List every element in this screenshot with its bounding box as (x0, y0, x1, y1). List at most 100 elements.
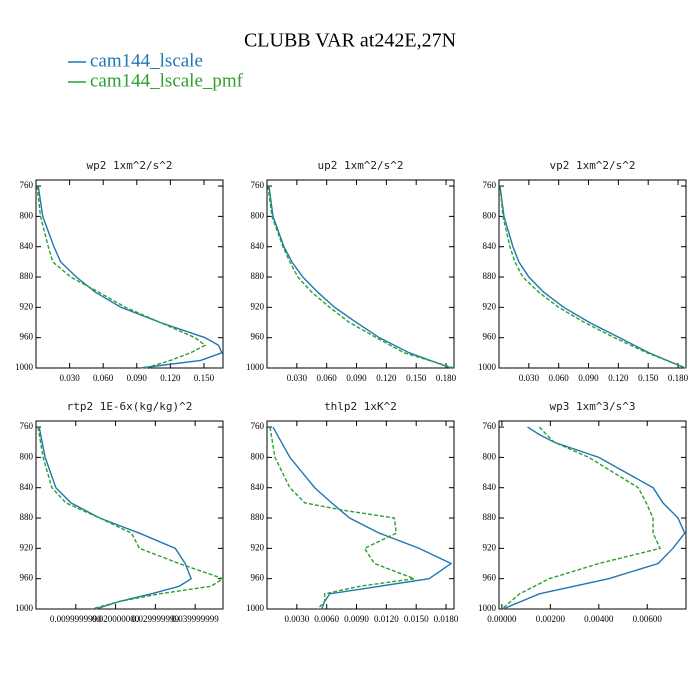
figure-title: CLUBB VAR at242E,27N (244, 30, 456, 52)
y-tick-label: 800 (20, 210, 34, 220)
y-tick-label: 960 (483, 332, 497, 342)
y-tick-label: 1000 (15, 362, 34, 372)
series-line (499, 185, 687, 369)
y-tick-label: 800 (251, 451, 265, 461)
x-tick-label: 0.060 (549, 373, 570, 383)
y-tick-label: 800 (483, 451, 497, 461)
y-tick-label: 760 (251, 421, 265, 431)
plot-frame (266, 179, 455, 369)
x-tick-label: 0.020000000 (92, 614, 140, 624)
y-tick-label: 880 (20, 512, 34, 522)
plot-frame (35, 420, 224, 610)
x-tick-label: 0.120 (608, 373, 629, 383)
x-tick-label: 0.150 (194, 373, 215, 383)
plot-frame (35, 179, 224, 369)
y-tick-label: 1000 (478, 362, 497, 372)
x-tick-label: 0.00400 (584, 614, 614, 624)
y-tick-label: 840 (483, 482, 497, 492)
plot-frame (498, 179, 687, 369)
y-tick-label: 800 (483, 210, 497, 220)
y-tick-label: 760 (251, 180, 265, 190)
y-tick-label: 1000 (246, 362, 265, 372)
legend-label: cam144_lscale_pmf (90, 70, 244, 91)
y-tick-label: 960 (251, 332, 265, 342)
series-line (37, 185, 223, 369)
y-tick-label: 800 (251, 210, 265, 220)
y-tick-label: 920 (20, 542, 34, 552)
y-tick-label: 840 (20, 241, 34, 251)
x-tick-label: 0.090 (127, 373, 148, 383)
x-tick-label: 0.090 (578, 373, 599, 383)
x-tick-label: 0.039999999 (172, 614, 220, 624)
y-tick-label: 960 (20, 332, 34, 342)
x-tick-label: 0.0090 (344, 614, 369, 624)
series-line (269, 426, 415, 610)
x-tick-label: 0.060 (93, 373, 114, 383)
panel-title: vp2 1xm^2/s^2 (549, 159, 635, 172)
x-tick-label: 0.0120 (374, 614, 399, 624)
series-line (268, 185, 452, 369)
panel-title: wp2 1xm^2/s^2 (86, 159, 172, 172)
x-tick-label: 0.030 (519, 373, 540, 383)
series-line (38, 426, 193, 610)
x-tick-label: 0.029999999 (132, 614, 180, 624)
y-tick-label: 1000 (246, 603, 265, 613)
plot-frame (266, 420, 455, 610)
x-tick-label: 0.150 (406, 373, 427, 383)
y-tick-label: 960 (20, 573, 34, 583)
y-tick-label: 840 (20, 482, 34, 492)
y-tick-label: 920 (483, 301, 497, 311)
y-tick-label: 880 (483, 271, 497, 281)
y-tick-label: 880 (251, 271, 265, 281)
series-line (501, 426, 662, 610)
y-tick-label: 920 (20, 301, 34, 311)
y-tick-label: 920 (251, 542, 265, 552)
x-tick-label: 0.030 (59, 373, 80, 383)
y-tick-label: 760 (483, 180, 497, 190)
y-tick-label: 920 (251, 301, 265, 311)
y-tick-label: 880 (20, 271, 34, 281)
x-tick-label: 0.150 (638, 373, 659, 383)
series-line (36, 185, 207, 369)
x-tick-label: 0.0150 (404, 614, 429, 624)
y-tick-label: 880 (251, 512, 265, 522)
panel-title: rtp2 1E-6x(kg/kg)^2 (67, 400, 193, 413)
panel-title: up2 1xm^2/s^2 (317, 159, 403, 172)
series-line (499, 185, 686, 369)
series-line (502, 426, 686, 610)
x-tick-label: 0.060 (317, 373, 338, 383)
series-line (272, 426, 453, 610)
y-tick-label: 960 (251, 573, 265, 583)
x-tick-label: 0.0180 (434, 614, 459, 624)
plot-frame (498, 420, 687, 610)
panel-title: thlp2 1xK^2 (324, 400, 397, 413)
y-tick-label: 760 (20, 180, 34, 190)
legend-label: cam144_lscale (90, 50, 203, 71)
y-tick-label: 800 (20, 451, 34, 461)
x-tick-label: 0.120 (376, 373, 397, 383)
y-tick-label: 920 (483, 542, 497, 552)
panel-title: wp3 1xm^3/s^3 (549, 400, 635, 413)
y-tick-label: 1000 (15, 603, 34, 613)
x-tick-label: 0.120 (160, 373, 181, 383)
x-tick-label: 0.0099999990 (50, 614, 102, 624)
y-tick-label: 960 (483, 573, 497, 583)
series-line (267, 185, 455, 369)
y-tick-label: 760 (483, 421, 497, 431)
x-tick-label: 0.180 (668, 373, 689, 383)
x-tick-label: 0.180 (436, 373, 457, 383)
x-tick-label: 0.00600 (633, 614, 663, 624)
x-tick-label: 0.030 (287, 373, 308, 383)
x-tick-label: 0.090 (346, 373, 367, 383)
y-tick-label: 1000 (478, 603, 497, 613)
y-tick-label: 840 (251, 482, 265, 492)
x-tick-label: 0.0060 (314, 614, 339, 624)
x-tick-label: 0.00000 (487, 614, 517, 624)
x-tick-label: 0.00200 (536, 614, 566, 624)
y-tick-label: 840 (251, 241, 265, 251)
y-tick-label: 880 (483, 512, 497, 522)
x-tick-label: 0.0030 (284, 614, 309, 624)
series-line (37, 426, 225, 610)
y-tick-label: 760 (20, 421, 34, 431)
